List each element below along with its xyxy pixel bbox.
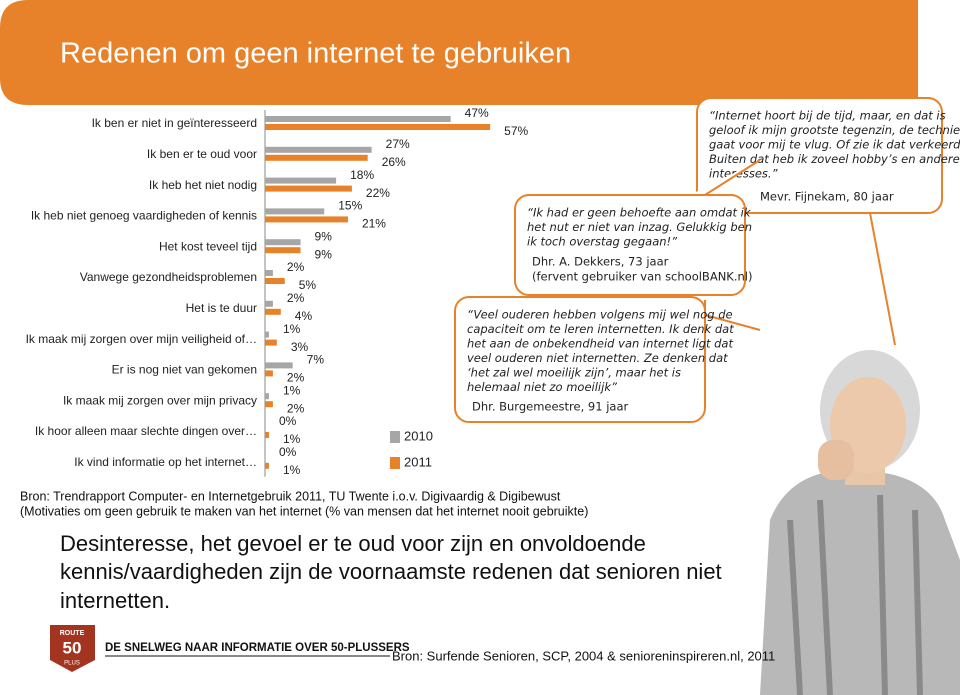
bar xyxy=(265,308,281,315)
bar xyxy=(265,432,269,438)
value-label: 7% xyxy=(307,353,325,367)
logo: ROUTE 50 PLUS xyxy=(50,625,95,672)
bar xyxy=(265,247,301,254)
bar xyxy=(265,278,285,284)
quote-line: “Internet hoort bij de tijd, maar, en da… xyxy=(709,109,946,123)
quote-line: het nut er niet van inzag. Gelukkig ben xyxy=(527,220,752,234)
bar xyxy=(265,462,269,469)
category-label: Ik hoor alleen maar slechte dingen over… xyxy=(35,424,257,438)
value-label: 15% xyxy=(338,199,362,213)
bar xyxy=(265,270,273,276)
value-label: 21% xyxy=(362,217,386,231)
quote-line: ik toch overstag gegaan!” xyxy=(527,235,678,249)
value-label: 2% xyxy=(287,291,305,305)
value-label: 2% xyxy=(287,260,305,274)
tagline: DE SNELWEG NAAR INFORMATIE OVER 50-PLUSS… xyxy=(105,642,410,654)
legend-swatch xyxy=(390,431,400,443)
value-label: 18% xyxy=(350,168,374,182)
bar xyxy=(265,331,269,338)
category-label: Ik heb het niet nodig xyxy=(149,178,257,192)
value-label: 0% xyxy=(279,445,297,459)
bar-chart: Ik ben er niet in geïnteresseerd 47% 57% Ik… xyxy=(26,106,529,477)
category-label: Het is te duur xyxy=(186,301,257,315)
bar xyxy=(265,300,273,307)
bubble xyxy=(514,194,746,296)
bar xyxy=(265,208,325,215)
value-label: 0% xyxy=(279,414,297,428)
quote-line: het aan de onbekendheid van internet lig… xyxy=(467,337,733,351)
value-label: 2% xyxy=(287,401,305,415)
bubble xyxy=(454,296,706,423)
footer-source: Bron: Surfende Senioren, SCP, 2004 & sen… xyxy=(392,648,775,663)
value-label: 1% xyxy=(283,383,301,397)
bar xyxy=(265,124,491,130)
bar xyxy=(265,177,337,184)
bar xyxy=(265,146,372,153)
category-label: Ik maak mij zorgen over mijn veiligheid … xyxy=(26,332,257,346)
value-label: 4% xyxy=(295,309,313,323)
category-label: Vanwege gezondheidsproblemen xyxy=(80,270,257,284)
value-label: 47% xyxy=(465,106,489,120)
category-label: Ik vind informatie op het internet… xyxy=(74,455,257,469)
quote-line: gaat voor mij te vlug. Of zie ik dat ver… xyxy=(709,138,960,152)
bar xyxy=(265,339,277,346)
quote-author: Dhr. A. Dekkers, 73 jaar xyxy=(532,255,669,269)
value-label: 27% xyxy=(386,137,410,151)
bar xyxy=(265,393,269,400)
title: Redenen om geen internet te gebruiken xyxy=(60,38,571,70)
bar xyxy=(265,185,352,192)
bar xyxy=(265,239,301,246)
category-label: Ik maak mij zorgen over mijn privacy xyxy=(63,393,257,407)
logo-text: ROUTE xyxy=(60,630,85,637)
bar xyxy=(265,401,273,408)
quote-author: Mevr. Fijnekam, 80 jaar xyxy=(760,190,894,204)
photo xyxy=(760,350,960,695)
logo-text: PLUS xyxy=(64,661,80,667)
category-label: Ik ben er niet in geïnteresseerd xyxy=(92,116,257,130)
value-label: 22% xyxy=(366,186,390,200)
category-label: Ik ben er te oud voor xyxy=(147,147,257,161)
value-label: 3% xyxy=(291,340,309,354)
source-line: Bron: Trendrapport Computer- en Internet… xyxy=(20,489,561,503)
quote-line: geloof ik mijn grootste tegenzin, de tec… xyxy=(709,123,960,137)
category-label: Er is nog niet van gekomen xyxy=(112,363,257,377)
value-label: 1% xyxy=(283,432,301,446)
conclusion-line: internetten. xyxy=(60,588,170,613)
bar xyxy=(265,216,348,223)
value-label: 1% xyxy=(283,322,301,336)
bar xyxy=(265,116,451,122)
value-label: 26% xyxy=(382,155,406,169)
legend-label: 2010 xyxy=(404,428,433,443)
value-label: 5% xyxy=(299,278,317,292)
bar xyxy=(265,362,293,369)
quote-line: Buiten dat heb ik zoveel hobby’s en ande… xyxy=(709,152,960,166)
header-band xyxy=(0,0,918,105)
bar xyxy=(265,370,273,377)
bubble xyxy=(696,97,943,214)
quote-line: helemaal niet zo moeilijk” xyxy=(467,380,618,394)
category-label: Ik heb niet genoeg vaardigheden of kenni… xyxy=(31,209,257,223)
quote-author: (fervent gebruiker van schoolBANK.nl) xyxy=(532,270,752,284)
conclusion-line: kennis/vaardigheden zijn de voornaamste … xyxy=(60,559,722,584)
value-label: 9% xyxy=(315,247,333,261)
conclusion-line: Desinteresse, het gevoel er te oud voor … xyxy=(60,531,646,556)
quote-line: capaciteit om te leren internetten. Ik d… xyxy=(467,322,734,336)
quote-author: Dhr. Burgemeestre, 91 jaar xyxy=(472,400,628,414)
value-label: 2% xyxy=(287,371,305,385)
bar xyxy=(265,154,368,161)
legend-swatch xyxy=(390,457,400,469)
source-line: (Motivaties om geen gebruik te maken van… xyxy=(20,504,588,518)
logo-text: 50 xyxy=(63,638,82,657)
value-label: 9% xyxy=(315,229,333,243)
quote-line: veel ouderen niet internetten. Ze denken… xyxy=(467,351,728,365)
quotes: “Internet hoort bij de tijd, maar, en da… xyxy=(454,97,960,423)
quote-line: “Ik had er geen behoefte aan omdat ik xyxy=(527,206,752,220)
legend-label: 2011 xyxy=(404,454,432,469)
value-label: 57% xyxy=(504,124,528,138)
value-label: 1% xyxy=(283,463,301,477)
category-label: Het kost teveel tijd xyxy=(159,239,257,253)
quote-line: ‘het zal wel moeilijk zijn’, maar het is xyxy=(467,366,681,380)
quote-line: “Veel ouderen hebben volgens mij wel nog… xyxy=(467,308,733,322)
